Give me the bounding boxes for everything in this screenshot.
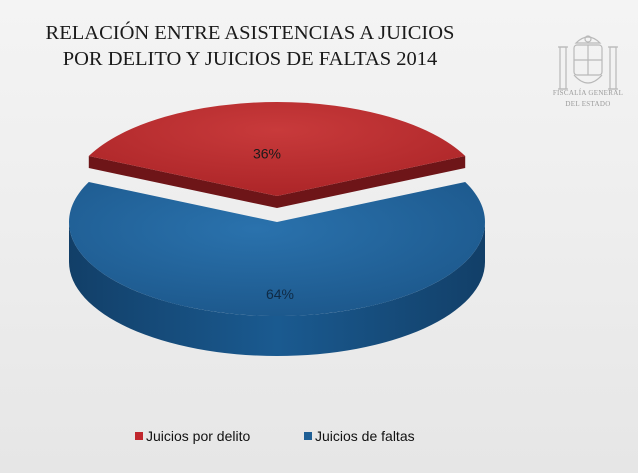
chart-title-line-1: RELACIÓN ENTRE ASISTENCIAS A JUICIOS	[45, 22, 455, 44]
data-label-juicios-de-faltas: 64%	[266, 286, 294, 302]
legend-item-juicios-de-faltas: Juicios de faltas	[304, 428, 415, 444]
legend-swatch-juicios-de-faltas	[304, 432, 312, 440]
legend-swatch-juicios-por-delito	[135, 432, 143, 440]
logo-caption: FISCALÍA GENERAL DEL ESTADO	[540, 88, 636, 110]
logo-caption-line-1: FISCALÍA GENERAL	[552, 89, 624, 97]
legend-item-juicios-por-delito: Juicios por delito	[135, 428, 250, 444]
chart-title: RELACIÓN ENTRE ASISTENCIAS A JUICIOS POR…	[20, 20, 480, 72]
slice-juicios-de-faltas-side	[69, 222, 485, 356]
chart-title-line-2: POR DELITO Y JUICIOS DE FALTAS 2014	[62, 48, 438, 70]
slice-juicios-por-delito	[88, 101, 466, 196]
legend-label-juicios-de-faltas: Juicios de faltas	[315, 428, 415, 444]
data-label-juicios-por-delito: 36%	[253, 146, 281, 162]
coat-of-arms-logo	[558, 35, 618, 90]
slice-juicios-de-faltas	[69, 181, 485, 316]
logo-caption-line-2: DEL ESTADO	[565, 100, 611, 108]
chart-legend: Juicios por delito Juicios de faltas	[0, 428, 638, 450]
slice-juicios-por-delito-side	[88, 155, 466, 208]
legend-label-juicios-por-delito: Juicios por delito	[146, 428, 251, 444]
